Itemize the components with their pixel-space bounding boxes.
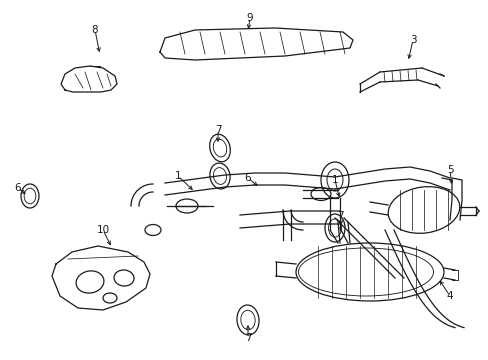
Text: 3: 3 [409,35,415,45]
Text: 4: 4 [446,291,452,301]
Text: 10: 10 [96,225,109,235]
Text: 1: 1 [331,175,338,185]
Text: 6: 6 [244,173,251,183]
Text: 1: 1 [174,171,181,181]
Text: 8: 8 [92,25,98,35]
Text: 6: 6 [15,183,21,193]
Text: 9: 9 [246,13,253,23]
Text: 7: 7 [336,211,343,221]
Text: 7: 7 [214,125,221,135]
Text: 5: 5 [446,165,452,175]
Text: 7: 7 [244,333,251,343]
